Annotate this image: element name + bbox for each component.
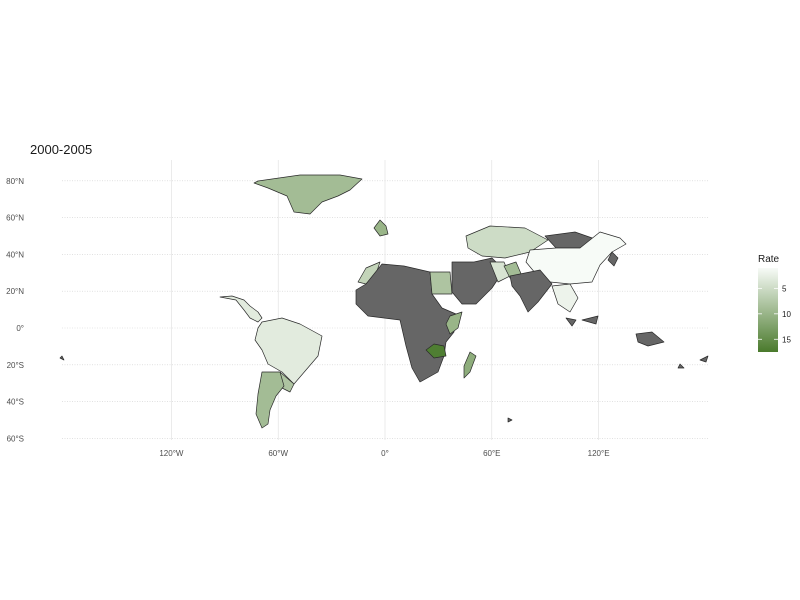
axis-tick-labels: 120°W 60°W 0° 60°E 120°E 80°N 60°N 40°N 20°N 0° 20…: [6, 177, 609, 458]
x-tick-label: 120°W: [159, 449, 184, 458]
legend-ticks: 5 10 15: [758, 284, 791, 344]
x-tick-label: 60°W: [268, 449, 288, 458]
y-tick-label: 40°S: [7, 398, 24, 407]
countries-layer: [59, 174, 709, 429]
legend-tick-label: 5: [782, 284, 787, 293]
legend-title: Rate: [758, 254, 780, 265]
legend-tick-label: 15: [782, 335, 791, 344]
legend-color-bar: [758, 268, 778, 352]
legend-tick-label: 10: [782, 310, 791, 319]
country-madagascar[interactable]: [463, 351, 477, 379]
country-india-south-asia[interactable]: [509, 269, 553, 313]
country-ethiopia-kenya[interactable]: [445, 311, 463, 335]
country-southeast-asia[interactable]: [551, 283, 579, 313]
y-tick-label: 0°: [16, 324, 24, 333]
country-morocco[interactable]: [357, 261, 381, 285]
country-argentina-chile[interactable]: [255, 371, 285, 429]
x-tick-label: 0°: [381, 449, 389, 458]
map-title: 2000-2005: [30, 142, 93, 157]
y-tick-label: 60°S: [7, 434, 24, 443]
country-zambia[interactable]: [425, 343, 447, 359]
y-tick-label: 40°N: [6, 250, 24, 259]
country-central-america-mexico[interactable]: [219, 295, 263, 323]
country-middle-east-no-data[interactable]: [451, 257, 505, 305]
x-tick-label: 120°E: [588, 449, 610, 458]
country-greenland[interactable]: [253, 174, 363, 215]
country-egypt[interactable]: [429, 271, 453, 295]
y-tick-label: 80°N: [6, 177, 24, 186]
country-pacific-islands-no-data[interactable]: [59, 355, 709, 423]
country-united-kingdom[interactable]: [373, 219, 389, 237]
legend: Rate 5 10 15: [758, 254, 791, 352]
y-tick-label: 60°N: [6, 214, 24, 223]
country-maritime-asia-no-data[interactable]: [565, 315, 665, 347]
y-tick-label: 20°S: [7, 361, 24, 370]
country-korea-japan[interactable]: [607, 251, 619, 267]
x-tick-label: 60°E: [483, 449, 500, 458]
y-tick-label: 20°N: [6, 287, 24, 296]
